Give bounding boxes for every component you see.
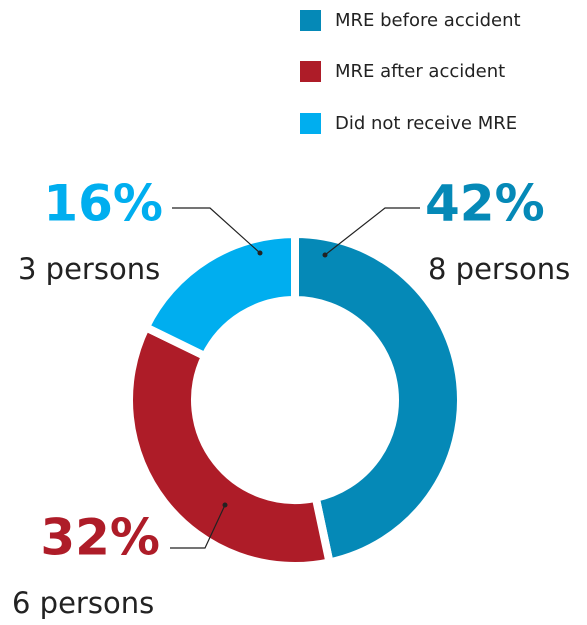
legend-swatch bbox=[300, 10, 321, 31]
legend-swatch bbox=[300, 61, 321, 82]
legend-swatch bbox=[300, 113, 321, 134]
value-label: 32% bbox=[40, 509, 160, 567]
donut-segment bbox=[140, 229, 299, 362]
leader-dot bbox=[322, 252, 328, 258]
legend-label: MRE before accident bbox=[335, 10, 521, 31]
legend-label: MRE after accident bbox=[335, 61, 505, 82]
donut-segment bbox=[125, 321, 335, 570]
leader-line bbox=[172, 207, 261, 254]
value-label: 16% bbox=[43, 175, 163, 233]
count-label: 3 persons bbox=[18, 252, 160, 286]
legend-label: Did not receive MRE bbox=[335, 113, 517, 134]
leader-dot bbox=[257, 250, 263, 256]
leader-line bbox=[170, 504, 226, 549]
count-label: 8 persons bbox=[428, 252, 570, 286]
donut-segment bbox=[291, 229, 465, 568]
count-label: 6 persons bbox=[12, 586, 154, 620]
leader-line bbox=[324, 207, 420, 256]
leader-dot bbox=[222, 502, 228, 508]
value-label: 42% bbox=[425, 175, 545, 233]
